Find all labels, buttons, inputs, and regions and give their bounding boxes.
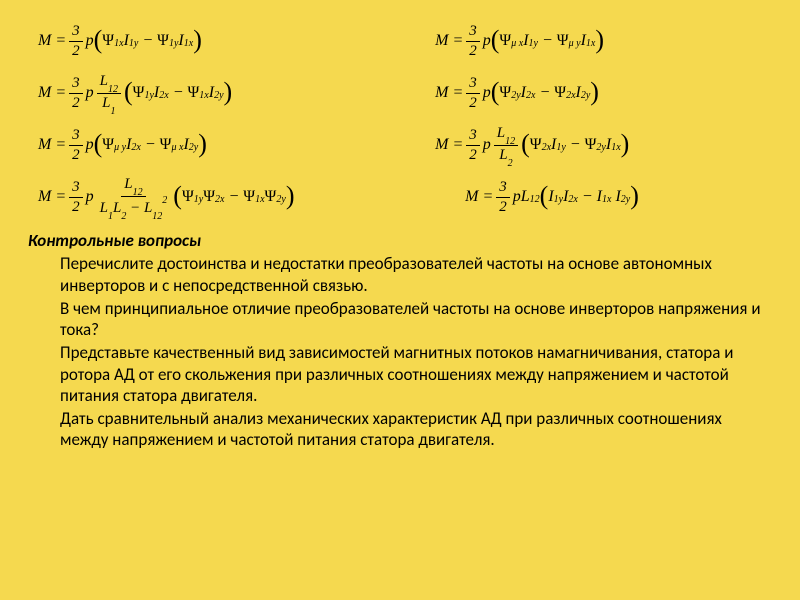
frac-L12-L1: L12 L1 [97,73,121,114]
rparen: ) [193,27,202,53]
question-4: Дать сравнительный анализ механических х… [60,408,772,451]
heading: Контрольные вопросы [28,230,772,251]
eq-R4: M = 32 pL12 ( I1y I2x − I1x I2y ) [435,174,772,220]
eq-R3: M = 32 p L12 L2 ( Ψ2x I1y − Ψ2y I1x ) [435,122,772,168]
frac-L12-L2: L12 L2 [494,125,518,166]
slide-root: M = 32 p ( Ψ1x I1y − Ψ1y I1x ) M = 32 p … [0,0,800,451]
var-M: M [38,33,51,49]
body-text: Перечислите достоинства и недостатки пре… [28,253,772,450]
frac-L12-denom: L12 L1L2 − L122 [97,176,171,219]
frac-3-2: 32 [69,23,83,59]
eq-R2: M = 32 p ( Ψ2y I2x − Ψ2x I2y ) [435,70,772,116]
equations-left-col: M = 32 p ( Ψ1x I1y − Ψ1y I1x ) M = 32 p … [28,18,395,220]
eq-R1: M = 32 p ( Ψμ x I1y − Ψμ y I1x ) [435,18,772,64]
lparen: ( [94,27,103,53]
eq-L4: M = 32 p L12 L1L2 − L122 ( Ψ1y Ψ2x − Ψ1x… [38,174,395,220]
question-2: В чем принципиальное отличие преобразова… [60,298,772,341]
eq-L2: M = 32 p L12 L1 ( Ψ1y I2x − Ψ1x I2y ) [38,70,395,116]
equations-right-col: M = 32 p ( Ψμ x I1y − Ψμ y I1x ) M = 32 … [425,18,772,220]
equations-block: M = 32 p ( Ψ1x I1y − Ψ1y I1x ) M = 32 p … [28,18,772,220]
eq-L1: M = 32 p ( Ψ1x I1y − Ψ1y I1x ) [38,18,395,64]
question-3: Представьте качественный вид зависимосте… [60,342,772,406]
question-1: Перечислите достоинства и недостатки пре… [60,253,772,296]
text-section: Контрольные вопросы Перечислите достоинс… [28,230,772,451]
eq-L3: M = 32 p ( Ψμ y I2x − Ψμ x I2y ) [38,122,395,168]
